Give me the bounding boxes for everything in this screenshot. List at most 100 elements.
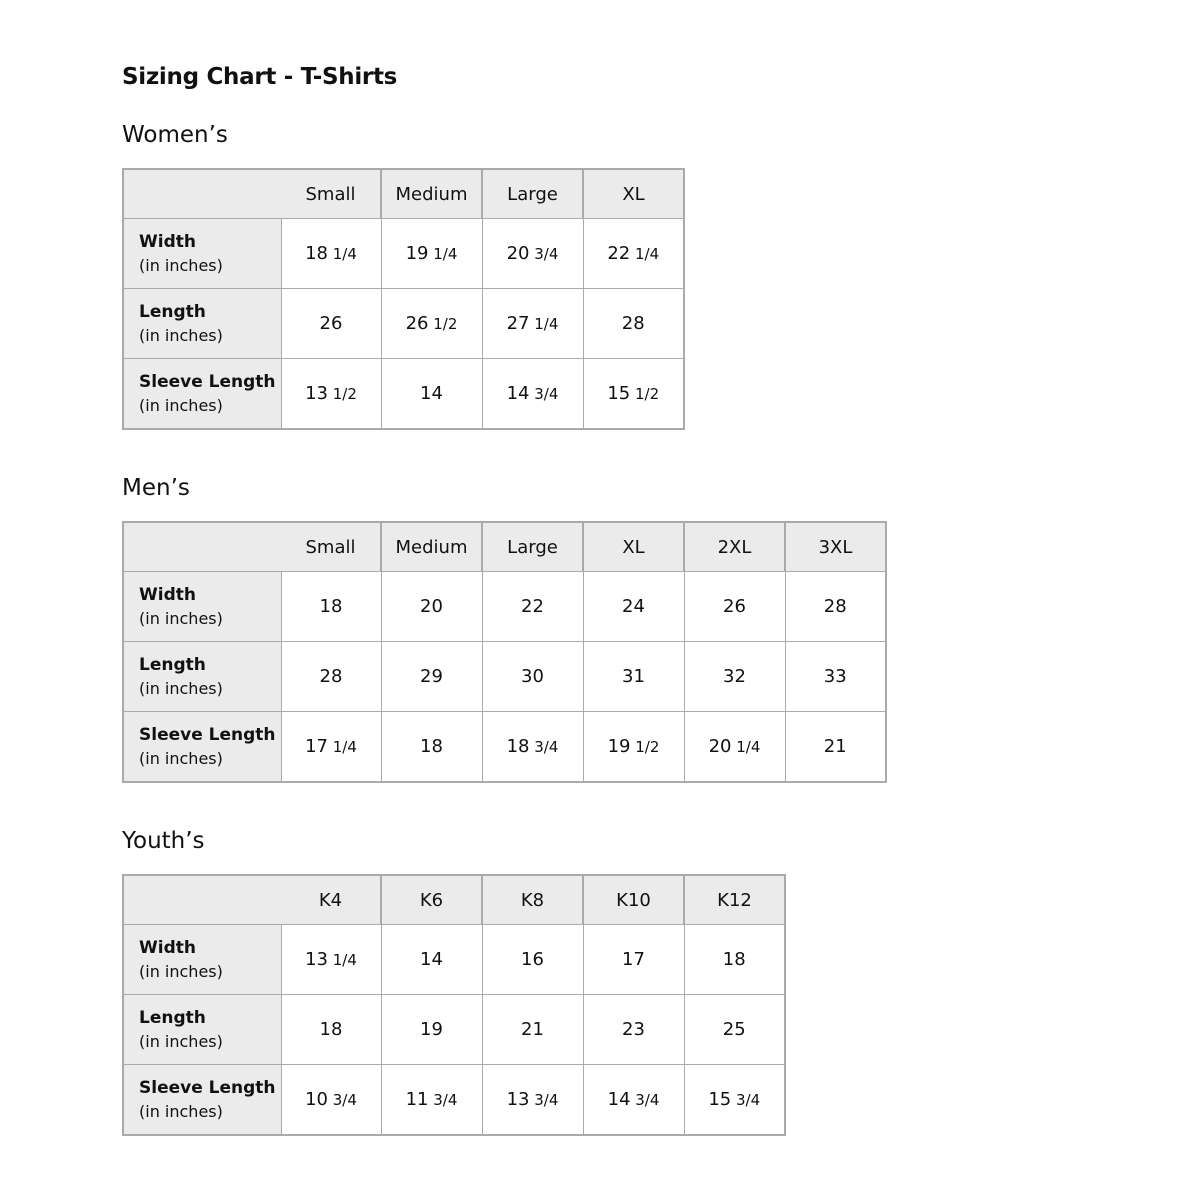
value-cell: 26 bbox=[683, 571, 786, 642]
value-cell: 22 1/4 bbox=[582, 218, 685, 289]
row-label: Sleeve Length (in inches) bbox=[122, 711, 281, 783]
corner-cell bbox=[123, 874, 281, 925]
table-row: Length (in inches) 28 29 30 31 32 33 bbox=[122, 641, 887, 712]
column-header: Small bbox=[281, 521, 381, 572]
unit-label: (in inches) bbox=[139, 1102, 223, 1121]
table-row: Length (in inches) 18 19 21 23 25 bbox=[122, 994, 786, 1065]
table-row: Sleeve Length (in inches) 13 1/2 14 14 3/4 15… bbox=[122, 358, 685, 430]
value-cell: 27 1/4 bbox=[481, 288, 584, 359]
value-cell: 20 3/4 bbox=[481, 218, 584, 289]
row-label-name: Width bbox=[139, 938, 196, 958]
value-cell: 16 bbox=[481, 924, 584, 995]
corner-cell bbox=[123, 168, 281, 219]
size-table: Small Medium Large XL Width (in inches) 18 1/4… bbox=[122, 168, 685, 430]
page-title: Sizing Chart - T-Shirts bbox=[122, 64, 398, 90]
column-header: K4 bbox=[281, 874, 381, 925]
column-header: K8 bbox=[481, 874, 583, 925]
value-cell: 14 3/4 bbox=[481, 358, 584, 430]
section-heading: Men’s bbox=[122, 475, 190, 501]
value-cell: 31 bbox=[582, 641, 685, 712]
header-row: Small Medium Large XL 2XL 3XL bbox=[123, 521, 886, 572]
value-cell: 29 bbox=[380, 641, 483, 712]
table-row: Sleeve Length (in inches) 17 1/4 18 18 3/4 19… bbox=[122, 711, 887, 783]
row-label-name: Length bbox=[139, 1008, 206, 1028]
column-header: 2XL bbox=[683, 521, 785, 572]
row-label: Length (in inches) bbox=[122, 288, 281, 359]
value-cell: 18 3/4 bbox=[481, 711, 584, 783]
value-cell: 23 bbox=[582, 994, 685, 1065]
row-label: Length (in inches) bbox=[122, 641, 281, 712]
row-label: Length (in inches) bbox=[122, 994, 281, 1065]
value-cell: 21 bbox=[784, 711, 887, 783]
column-header: Large bbox=[481, 521, 583, 572]
header-row: K4 K6 K8 K10 K12 bbox=[123, 874, 785, 925]
column-header: Small bbox=[281, 168, 381, 219]
column-header: Medium bbox=[380, 168, 482, 219]
row-label: Width (in inches) bbox=[122, 218, 281, 289]
row-label-name: Width bbox=[139, 585, 196, 605]
value-cell: 20 bbox=[380, 571, 483, 642]
table-row: Width (in inches) 13 1/4 14 16 17 18 bbox=[122, 924, 786, 995]
value-cell: 14 3/4 bbox=[582, 1064, 685, 1136]
value-cell: 26 1/2 bbox=[380, 288, 483, 359]
value-cell: 11 3/4 bbox=[380, 1064, 483, 1136]
size-table: Small Medium Large XL 2XL 3XL Width (in inches)… bbox=[122, 521, 887, 783]
value-cell: 28 bbox=[280, 641, 382, 712]
value-cell: 18 1/4 bbox=[280, 218, 382, 289]
column-header: XL bbox=[582, 521, 684, 572]
value-cell: 14 bbox=[380, 358, 483, 430]
column-header: K12 bbox=[683, 874, 785, 925]
row-label-name: Width bbox=[139, 232, 196, 252]
header-row: Small Medium Large XL bbox=[123, 168, 684, 219]
value-cell: 15 1/2 bbox=[582, 358, 685, 430]
row-label-name: Sleeve Length bbox=[139, 372, 276, 392]
section-heading: Youth’s bbox=[122, 828, 205, 854]
value-cell: 21 bbox=[481, 994, 584, 1065]
column-header: K10 bbox=[582, 874, 684, 925]
unit-label: (in inches) bbox=[139, 256, 223, 275]
unit-label: (in inches) bbox=[139, 962, 223, 981]
column-header: Medium bbox=[380, 521, 482, 572]
value-cell: 18 bbox=[380, 711, 483, 783]
column-header: 3XL bbox=[784, 521, 886, 572]
value-cell: 17 1/4 bbox=[280, 711, 382, 783]
value-cell: 13 1/4 bbox=[280, 924, 382, 995]
column-header: XL bbox=[582, 168, 684, 219]
value-cell: 32 bbox=[683, 641, 786, 712]
table-row: Length (in inches) 26 26 1/2 27 1/4 28 bbox=[122, 288, 685, 359]
row-label: Sleeve Length (in inches) bbox=[122, 1064, 281, 1136]
value-cell: 22 bbox=[481, 571, 584, 642]
row-label-name: Sleeve Length bbox=[139, 1078, 276, 1098]
unit-label: (in inches) bbox=[139, 396, 223, 415]
corner-cell bbox=[123, 521, 281, 572]
value-cell: 18 bbox=[683, 924, 786, 995]
value-cell: 20 1/4 bbox=[683, 711, 786, 783]
row-label-name: Sleeve Length bbox=[139, 725, 276, 745]
value-cell: 19 bbox=[380, 994, 483, 1065]
row-label: Width (in inches) bbox=[122, 924, 281, 995]
unit-label: (in inches) bbox=[139, 1032, 223, 1051]
value-cell: 24 bbox=[582, 571, 685, 642]
value-cell: 28 bbox=[784, 571, 887, 642]
row-label: Sleeve Length (in inches) bbox=[122, 358, 281, 430]
unit-label: (in inches) bbox=[139, 679, 223, 698]
column-header: K6 bbox=[380, 874, 482, 925]
value-cell: 18 bbox=[280, 994, 382, 1065]
table-row: Width (in inches) 18 1/4 19 1/4 20 3/4 22 1/4 bbox=[122, 218, 685, 289]
table-row: Width (in inches) 18 20 22 24 26 28 bbox=[122, 571, 887, 642]
value-cell: 19 1/2 bbox=[582, 711, 685, 783]
unit-label: (in inches) bbox=[139, 326, 223, 345]
value-cell: 33 bbox=[784, 641, 887, 712]
row-label: Width (in inches) bbox=[122, 571, 281, 642]
unit-label: (in inches) bbox=[139, 749, 223, 768]
column-header: Large bbox=[481, 168, 583, 219]
value-cell: 13 3/4 bbox=[481, 1064, 584, 1136]
value-cell: 14 bbox=[380, 924, 483, 995]
value-cell: 18 bbox=[280, 571, 382, 642]
section-heading: Women’s bbox=[122, 122, 228, 148]
table-row: Sleeve Length (in inches) 10 3/4 11 3/4 13 3… bbox=[122, 1064, 786, 1136]
value-cell: 28 bbox=[582, 288, 685, 359]
row-label-name: Length bbox=[139, 655, 206, 675]
value-cell: 26 bbox=[280, 288, 382, 359]
row-label-name: Length bbox=[139, 302, 206, 322]
